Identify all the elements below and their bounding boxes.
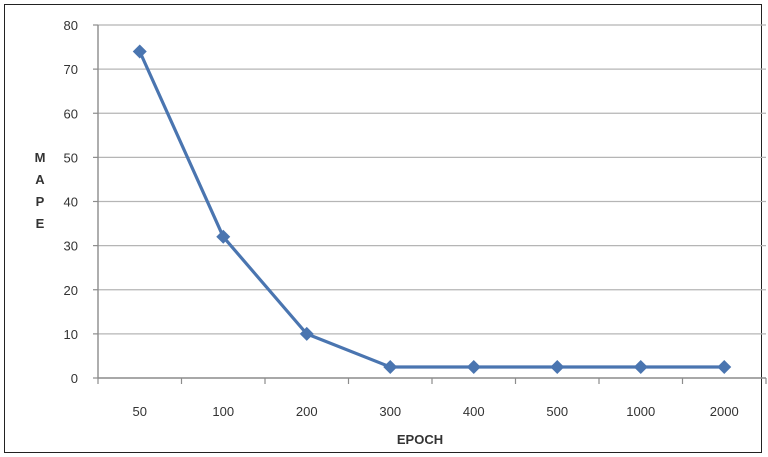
y-tick-label: 10 bbox=[64, 327, 78, 342]
y-axis-title-letter: E bbox=[36, 216, 45, 231]
x-tick-label: 200 bbox=[296, 404, 318, 419]
axes bbox=[97, 25, 767, 384]
x-axis-title: EPOCH bbox=[397, 432, 443, 447]
y-tick-label: 40 bbox=[64, 195, 78, 210]
x-tick-label: 100 bbox=[212, 404, 234, 419]
data-point-marker bbox=[717, 359, 732, 374]
data-point-marker bbox=[132, 44, 147, 59]
x-tick-label: 2000 bbox=[710, 404, 739, 419]
data-point-marker bbox=[383, 359, 398, 374]
series-line bbox=[138, 50, 725, 369]
data-point-marker bbox=[466, 359, 481, 374]
x-tick-label: 400 bbox=[463, 404, 485, 419]
y-tick-label: 60 bbox=[64, 106, 78, 121]
x-tick-label: 300 bbox=[379, 404, 401, 419]
y-axis-title-letter: P bbox=[36, 194, 45, 209]
x-tick-label: 1000 bbox=[626, 404, 655, 419]
y-tick-label: 20 bbox=[64, 283, 78, 298]
x-tick-label: 500 bbox=[546, 404, 568, 419]
data-point-marker bbox=[216, 229, 231, 244]
data-point-marker bbox=[299, 326, 314, 341]
y-tick-label: 30 bbox=[64, 239, 78, 254]
y-tick-label: 80 bbox=[64, 18, 78, 33]
data-point-marker bbox=[633, 359, 648, 374]
y-tick-label: 70 bbox=[64, 62, 78, 77]
y-tick-label: 50 bbox=[64, 150, 78, 165]
x-tick-labels: 50 100 200 300 400 500 1000 2000 bbox=[133, 404, 739, 419]
y-axis-title-letter: M bbox=[35, 150, 46, 165]
series-line-path bbox=[138, 50, 725, 369]
y-tick-labels: 0 10 20 30 40 50 60 70 80 bbox=[64, 18, 98, 386]
data-point-marker bbox=[550, 359, 565, 374]
y-axis-title-letter: A bbox=[35, 172, 45, 187]
y-tick-label: 0 bbox=[71, 371, 78, 386]
gridlines bbox=[98, 24, 766, 335]
series-markers bbox=[132, 44, 732, 374]
x-tick-label: 50 bbox=[133, 404, 147, 419]
